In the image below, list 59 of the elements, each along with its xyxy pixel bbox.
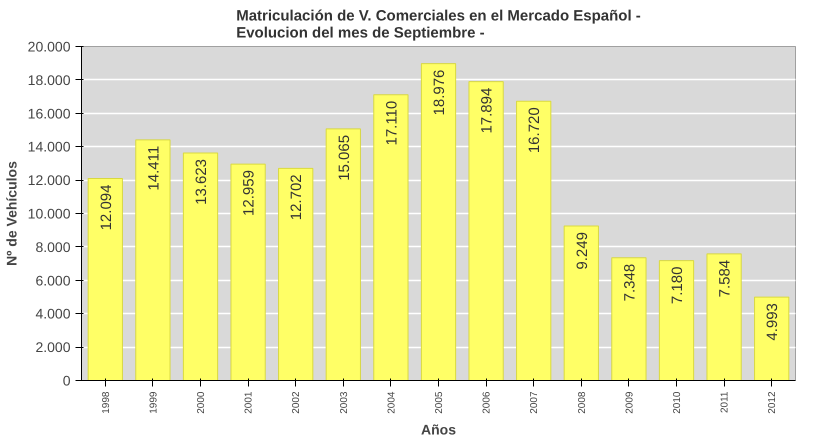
bar [420,63,456,380]
data-label: 15.065 [336,134,353,181]
x-tick-label: 2006 [482,391,493,414]
x-tick-label: 2011 [720,391,731,414]
data-label: 7.584 [716,260,734,298]
bar [706,253,742,380]
bar [373,94,409,380]
y-tick-label: 18.000 [28,72,71,88]
x-axis-title: Años [421,422,456,438]
x-tick-label: 2005 [434,391,445,414]
y-tick-label: 14.000 [28,138,71,155]
bar [516,100,552,380]
data-label: 12.702 [288,174,306,220]
bar [88,178,123,380]
bar [135,139,171,380]
y-tick-label: 4.000 [35,306,71,322]
y-axis-title: Nº de Vehículos [4,160,20,266]
bar [326,128,361,380]
data-label: 4.993 [764,303,782,341]
bar [564,226,599,380]
data-label: 7.348 [621,264,638,302]
bar [230,164,266,380]
y-tick-label: 0 [62,372,71,388]
data-label: 17.894 [478,88,496,134]
y-tick-label: 10.000 [28,206,71,222]
x-tick-label: 2004 [386,391,398,414]
data-label: 13.623 [193,158,210,205]
x-tick-label: 2003 [338,391,350,414]
data-label: 12.094 [98,184,115,230]
x-tick-label: 2007 [529,391,540,414]
bar [182,152,218,380]
x-tick-label: 2009 [624,391,636,414]
bar [658,260,694,380]
data-label: 14.411 [145,146,162,191]
x-tick-label: 1998 [100,391,112,414]
x-tick-label: 1999 [148,391,160,414]
bar [611,257,647,380]
x-tick-label: 2002 [291,391,302,414]
y-tick-label: 12.000 [28,172,71,188]
bar [468,81,504,380]
y-tick-label: 20.000 [28,38,71,54]
data-label: 16.720 [526,107,544,154]
data-label: 7.180 [669,266,686,304]
data-label: 12.959 [240,170,258,216]
x-tick-label: 2010 [672,391,683,414]
bar [278,168,314,380]
data-label: 9.249 [574,232,591,270]
y-tick-label: 8.000 [35,238,71,255]
x-tick-label: 2012 [767,391,778,414]
x-tick-label: 2001 [244,391,255,414]
bar [754,296,790,380]
y-tick-label: 6.000 [35,272,71,288]
y-tick-label: 2.000 [35,339,71,356]
data-label: 18.976 [431,70,448,116]
chart-title: Matriculación de V. Comerciales en el Mercado Español - Evolucion del mes de Septiembre - [236,8,641,42]
data-label: 17.110 [383,100,400,146]
x-tick-label: 2008 [576,391,588,414]
x-tick-label: 2000 [196,391,207,414]
y-tick-label: 16.000 [28,105,71,122]
